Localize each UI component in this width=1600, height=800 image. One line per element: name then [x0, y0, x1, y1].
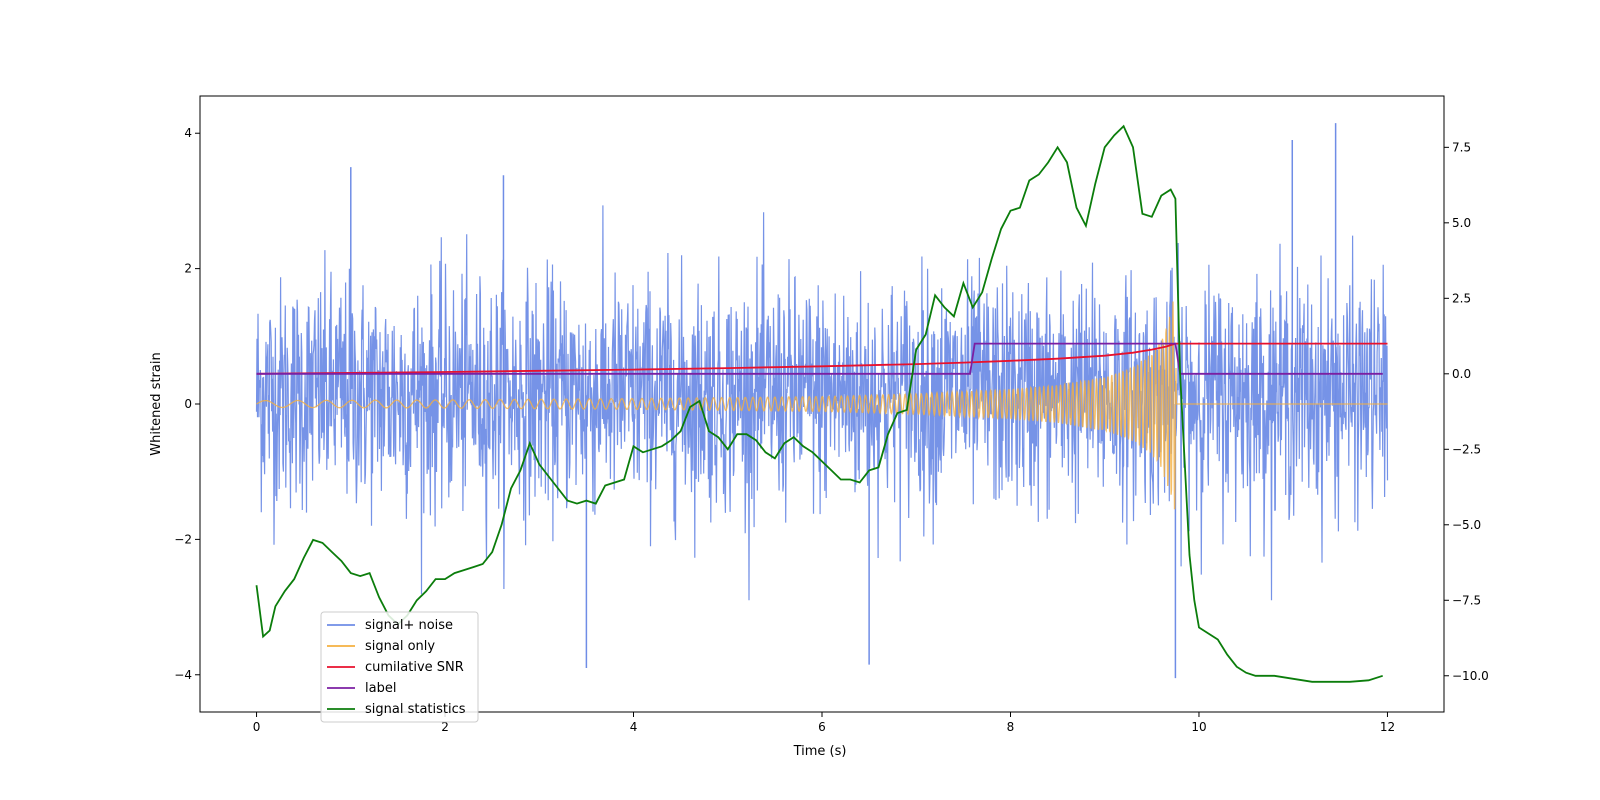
legend-label-4: signal statistics — [365, 702, 466, 717]
x-axis-ticks: 0 2 4 6 8 10 12 — [253, 712, 1395, 734]
y-right-tick-label: 2.5 — [1452, 291, 1471, 305]
series-signal-statistics — [255, 124, 1383, 683]
y-right-tick-label: 7.5 — [1452, 140, 1471, 154]
x-tick-label: 0 — [253, 720, 261, 734]
legend: signal+ noise signal only cumilative SNR la… — [320, 611, 479, 723]
legend-label-3: label — [365, 681, 396, 696]
legend-label-2: cumilative SNR — [365, 660, 464, 675]
y-left-tick-label: 2 — [184, 262, 192, 276]
y-right-tick-label: 0.0 — [1452, 367, 1471, 381]
y-left-tick-label: 0 — [184, 397, 192, 411]
y-right-tick-label: 5.0 — [1452, 216, 1471, 230]
series-cumilative-snr — [256, 342, 1388, 375]
x-axis-label: Time (s) — [793, 744, 847, 759]
series-label — [256, 342, 1383, 375]
y-right-tick-label: −7.5 — [1452, 593, 1481, 607]
y-left-tick-label: −4 — [174, 668, 192, 682]
y-right-axis-ticks: −10.0 −7.5 −5.0 −2.5 0.0 2.5 5.0 7.5 — [1444, 140, 1489, 683]
series-signal-plus-noise — [255, 205, 1389, 601]
x-tick-label: 2 — [441, 720, 449, 734]
y-left-tick-label: −2 — [174, 532, 192, 546]
legend-label-1: signal only — [365, 639, 435, 654]
y-axis-label: Whitened strain — [149, 352, 164, 455]
x-tick-label: 12 — [1380, 720, 1395, 734]
x-tick-label: 4 — [630, 720, 638, 734]
y-left-axis-ticks: −4 −2 0 2 4 — [174, 126, 200, 682]
series-signal-only — [256, 301, 1388, 510]
x-tick-label: 8 — [1007, 720, 1015, 734]
x-tick-label: 6 — [818, 720, 826, 734]
plot-series — [255, 123, 1389, 683]
legend-label-0: signal+ noise — [365, 618, 453, 633]
x-tick-label: 10 — [1191, 720, 1206, 734]
legend-frame — [320, 611, 479, 723]
y-right-tick-label: −10.0 — [1452, 669, 1489, 683]
y-right-tick-label: −2.5 — [1452, 442, 1481, 456]
y-right-tick-label: −5.0 — [1452, 518, 1481, 532]
y-left-tick-label: 4 — [184, 126, 192, 140]
